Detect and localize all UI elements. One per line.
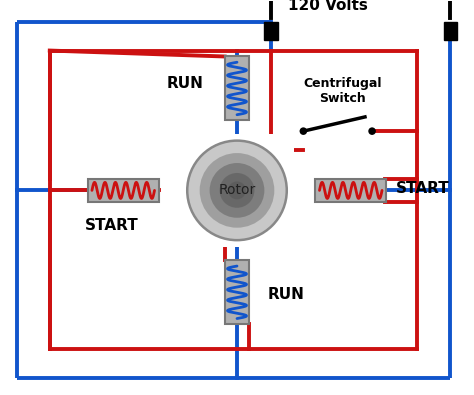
- Bar: [225, 56, 249, 120]
- Text: START: START: [84, 218, 138, 233]
- Text: Centrifugal
Switch: Centrifugal Switch: [303, 77, 382, 105]
- Text: START: START: [396, 181, 449, 196]
- Circle shape: [300, 127, 307, 135]
- Circle shape: [187, 141, 287, 240]
- Bar: [444, 22, 457, 40]
- Circle shape: [228, 181, 246, 199]
- Text: Rotor: Rotor: [219, 183, 255, 198]
- Bar: [225, 260, 249, 324]
- Bar: [180, 134, 294, 247]
- Text: RUN: RUN: [167, 76, 204, 91]
- Text: 120 Volts: 120 Volts: [288, 0, 368, 13]
- Circle shape: [219, 173, 255, 208]
- Bar: [264, 22, 278, 40]
- Circle shape: [200, 153, 274, 228]
- Bar: [88, 179, 159, 202]
- Bar: [315, 179, 386, 202]
- Text: RUN: RUN: [268, 287, 305, 302]
- Circle shape: [210, 163, 264, 218]
- Circle shape: [368, 127, 376, 135]
